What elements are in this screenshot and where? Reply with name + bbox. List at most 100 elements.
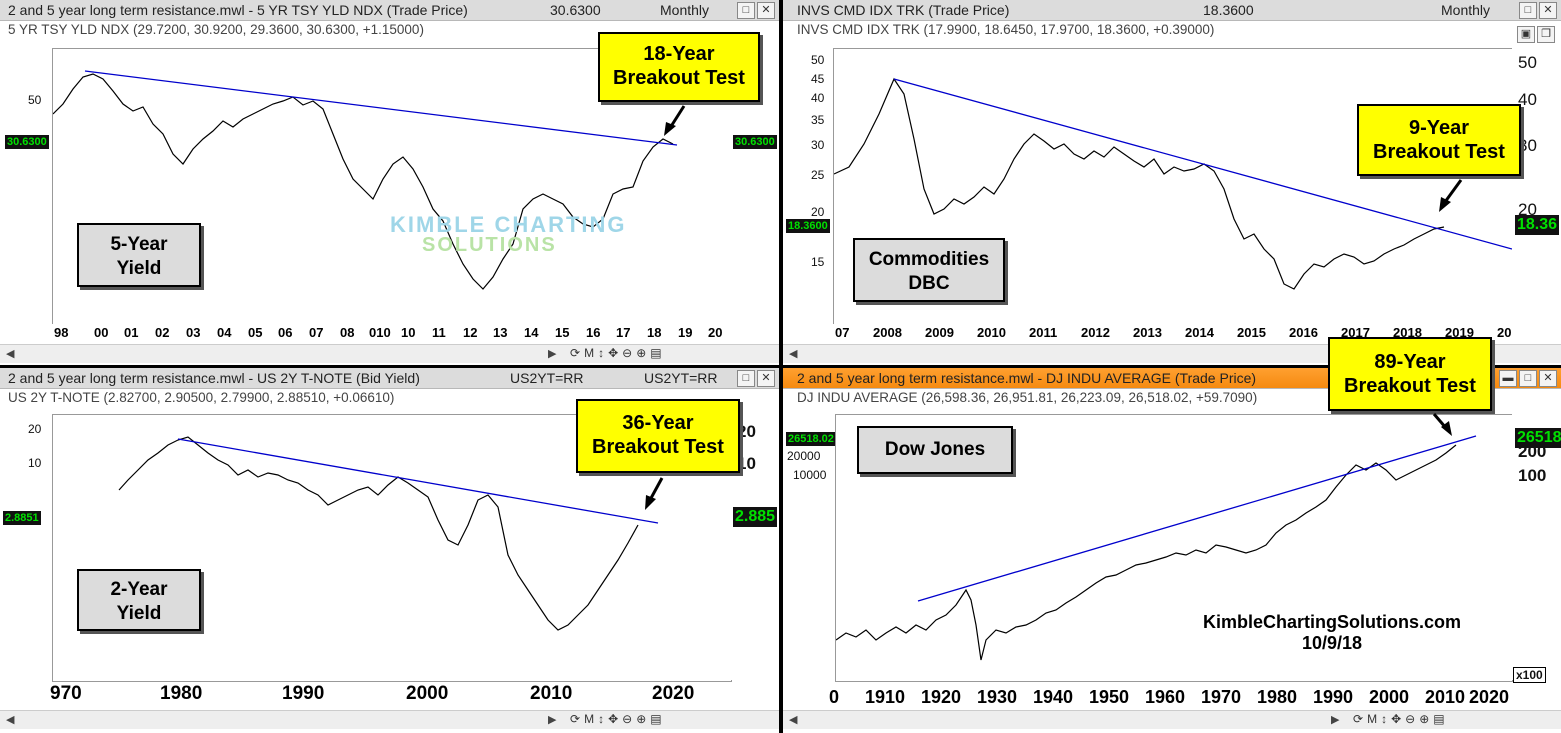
pan-icon[interactable]: ✥ bbox=[1391, 712, 1406, 726]
y-tick: 40 bbox=[811, 91, 825, 105]
chart-pane-dow-jones[interactable]: 2 and 5 year long term resistance.mwl - … bbox=[783, 368, 1561, 733]
scroll-right-icon[interactable]: ▶ bbox=[548, 348, 557, 360]
pan-icon[interactable]: ✥ bbox=[608, 346, 623, 360]
close-icon[interactable]: ✕ bbox=[1539, 370, 1557, 387]
window-title: 2 and 5 year long term resistance.mwl - … bbox=[797, 370, 1257, 386]
symbol-code: US2YT=RR bbox=[510, 370, 584, 386]
resize-icon[interactable]: ↕ bbox=[1381, 712, 1392, 726]
scrollbar[interactable]: ◀ ▶ ⟳M↕✥⊖⊕▤ bbox=[0, 344, 779, 363]
list-icon[interactable]: ▤ bbox=[650, 346, 666, 360]
scroll-left-icon[interactable]: ◀ bbox=[789, 714, 798, 726]
x-tick: 2008 bbox=[873, 325, 902, 340]
camera-icon[interactable]: ▣ bbox=[1517, 26, 1535, 43]
x-tick: 2000 bbox=[1369, 687, 1410, 707]
callout-line1: 36-Year bbox=[622, 412, 694, 434]
resize-icon[interactable]: ↕ bbox=[598, 712, 609, 726]
x-tick: 1910 bbox=[865, 687, 906, 707]
x-tick: 01 bbox=[124, 325, 139, 340]
chart-toolbar[interactable]: ⟳M↕✥⊖⊕▤ bbox=[570, 346, 666, 360]
refresh-icon[interactable]: ⟳ bbox=[1353, 712, 1368, 726]
zoom-out-icon[interactable]: ⊖ bbox=[1405, 712, 1420, 726]
y-tick: 25 bbox=[811, 168, 825, 182]
x-tick: 07 bbox=[835, 325, 850, 340]
x-tick: 17 bbox=[616, 325, 631, 340]
refresh-icon[interactable]: ⟳ bbox=[570, 346, 585, 360]
price-tag-right: 30.6300 bbox=[733, 135, 777, 149]
price-tag: 2.8851 bbox=[3, 511, 41, 525]
maximize-icon[interactable]: □ bbox=[737, 370, 755, 387]
x-tick: 05 bbox=[248, 325, 263, 340]
price-line bbox=[53, 73, 674, 290]
x-tick: 20 bbox=[1497, 325, 1512, 340]
x-tick: 08 bbox=[340, 325, 355, 340]
chart-toolbar[interactable]: ⟳M↕✥⊖⊕▤ bbox=[1353, 712, 1449, 726]
breakout-callout-dow: 89-Year Breakout Test bbox=[1328, 337, 1492, 411]
zoom-in-icon[interactable]: ⊕ bbox=[636, 346, 651, 360]
price-tag-right: 18.36 bbox=[1515, 215, 1560, 235]
scrollbar[interactable]: ◀ ▶ ⟳M↕✥⊖⊕▤ bbox=[0, 710, 779, 729]
window-titlebar[interactable]: 2 and 5 year long term resistance.mwl - … bbox=[0, 0, 779, 21]
scroll-left-icon[interactable]: ◀ bbox=[6, 714, 15, 726]
watermark-line1: KIMBLE CHARTING bbox=[390, 212, 627, 237]
window-controls: □ ✕ bbox=[737, 370, 775, 387]
x-tick: 20 bbox=[708, 325, 723, 340]
label-line1: 5-Year bbox=[110, 234, 168, 255]
list-icon[interactable]: ▤ bbox=[650, 712, 666, 726]
price-tag: 30.6300 bbox=[5, 135, 49, 149]
x-tick: 12 bbox=[463, 325, 478, 340]
maximize-icon[interactable]: □ bbox=[1519, 370, 1537, 387]
scroll-right-icon[interactable]: ▶ bbox=[548, 714, 557, 726]
chart-pane-2yr-yield[interactable]: 2 and 5 year long term resistance.mwl - … bbox=[0, 368, 779, 733]
close-icon[interactable]: ✕ bbox=[757, 370, 775, 387]
scroll-left-icon[interactable]: ◀ bbox=[789, 348, 798, 360]
close-icon[interactable]: ✕ bbox=[757, 2, 775, 19]
y-tick: 50 bbox=[28, 93, 42, 107]
period-button[interactable]: M bbox=[584, 346, 599, 360]
minimize-icon[interactable]: ▬ bbox=[1499, 370, 1517, 387]
restore-icon[interactable]: ❐ bbox=[1537, 26, 1555, 43]
window-controls: ▬ □ ✕ bbox=[1499, 370, 1557, 387]
callout-line2: Breakout Test bbox=[1344, 375, 1476, 397]
y-tick-right: 100 bbox=[1518, 466, 1547, 485]
x-tick: 11 bbox=[432, 325, 446, 340]
x-tick: 0 bbox=[829, 687, 840, 707]
refresh-icon[interactable]: ⟳ bbox=[570, 712, 585, 726]
maximize-icon[interactable]: □ bbox=[1519, 2, 1537, 19]
zoom-out-icon[interactable]: ⊖ bbox=[622, 346, 637, 360]
maximize-icon[interactable]: □ bbox=[737, 2, 755, 19]
chart-pane-commodities[interactable]: INVS CMD IDX TRK (Trade Price) 18.3600 M… bbox=[783, 0, 1561, 365]
zoom-in-icon[interactable]: ⊕ bbox=[1419, 712, 1434, 726]
x-tick: 18 bbox=[647, 325, 662, 340]
trendline bbox=[917, 435, 1477, 602]
window-titlebar[interactable]: 2 and 5 year long term resistance.mwl - … bbox=[0, 368, 779, 389]
period-button[interactable]: M bbox=[1367, 712, 1382, 726]
scrollbar[interactable]: ◀ ▶ ⟳M↕✥⊖⊕▤ bbox=[783, 710, 1561, 729]
close-icon[interactable]: ✕ bbox=[1539, 2, 1557, 19]
period-label: Monthly bbox=[1441, 2, 1491, 18]
scroll-right-icon[interactable]: ▶ bbox=[1331, 714, 1340, 726]
y-tick: 20000 bbox=[787, 449, 821, 463]
chart-pane-5yr-yield[interactable]: 2 and 5 year long term resistance.mwl - … bbox=[0, 0, 779, 365]
price-chart bbox=[53, 70, 678, 290]
scroll-left-icon[interactable]: ◀ bbox=[6, 348, 15, 360]
ohlc-readout: INVS CMD IDX TRK (17.9900, 18.6450, 17.9… bbox=[797, 22, 1215, 37]
period-button[interactable]: M bbox=[584, 712, 599, 726]
y-tick: 10000 bbox=[793, 468, 827, 482]
y-tick: 45 bbox=[811, 72, 825, 86]
x-axis: 98 00 01 02 03 04 05 06 07 08 010 10 11 … bbox=[0, 324, 779, 342]
list-icon[interactable]: ▤ bbox=[1433, 712, 1449, 726]
x-tick: 1920 bbox=[921, 687, 962, 707]
chart-label: 5-Year Yield bbox=[77, 223, 201, 287]
resize-icon[interactable]: ↕ bbox=[598, 346, 609, 360]
zoom-in-icon[interactable]: ⊕ bbox=[636, 712, 651, 726]
y-tick: 50 bbox=[811, 53, 825, 67]
label-line2: Yield bbox=[116, 603, 162, 624]
y-axis-right: 50 40 30 20 bbox=[1512, 48, 1561, 324]
window-titlebar[interactable]: INVS CMD IDX TRK (Trade Price) 18.3600 M… bbox=[783, 0, 1561, 21]
pan-icon[interactable]: ✥ bbox=[608, 712, 623, 726]
zoom-out-icon[interactable]: ⊖ bbox=[622, 712, 637, 726]
label-line2: Yield bbox=[116, 258, 162, 279]
y-tick-right: 40 bbox=[1518, 90, 1537, 109]
y-axis-left: 20 10 bbox=[0, 414, 52, 680]
chart-toolbar[interactable]: ⟳M↕✥⊖⊕▤ bbox=[570, 712, 666, 726]
